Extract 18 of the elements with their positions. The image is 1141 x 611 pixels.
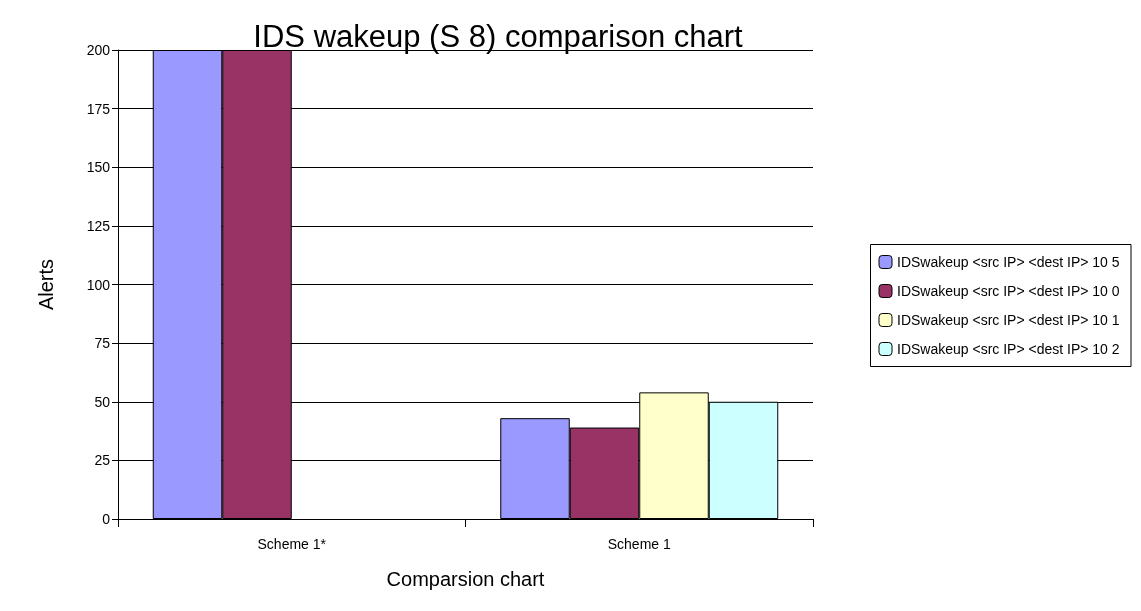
x-tick-label: Scheme 1* bbox=[257, 536, 327, 552]
x-axis-title: Comparsion chart bbox=[386, 568, 545, 590]
chart-title: IDS wakeup (S 8) comparison chart bbox=[253, 19, 744, 54]
y-tick-label: 125 bbox=[86, 217, 111, 234]
y-tick-label: 150 bbox=[86, 159, 111, 176]
y-axis-title: Alerts bbox=[35, 258, 57, 311]
legend-label: IDSwakeup <src IP> <dest IP> 10 0 bbox=[897, 283, 1120, 299]
x-tick-label: Scheme 1 bbox=[607, 536, 671, 552]
y-tick-label: 100 bbox=[86, 276, 111, 293]
y-tick-label: 200 bbox=[86, 42, 111, 58]
y-tick-label: 0 bbox=[102, 511, 111, 527]
y-tick-label: 175 bbox=[86, 100, 111, 117]
y-tick-label: 25 bbox=[94, 452, 111, 469]
legend-label: IDSwakeup <src IP> <dest IP> 10 5 bbox=[897, 254, 1120, 270]
y-tick-label: 50 bbox=[94, 393, 111, 410]
legend-label: IDSwakeup <src IP> <dest IP> 10 2 bbox=[897, 341, 1120, 357]
y-tick-label: 75 bbox=[94, 335, 111, 352]
legend-label: IDSwakeup <src IP> <dest IP> 10 1 bbox=[897, 312, 1120, 328]
